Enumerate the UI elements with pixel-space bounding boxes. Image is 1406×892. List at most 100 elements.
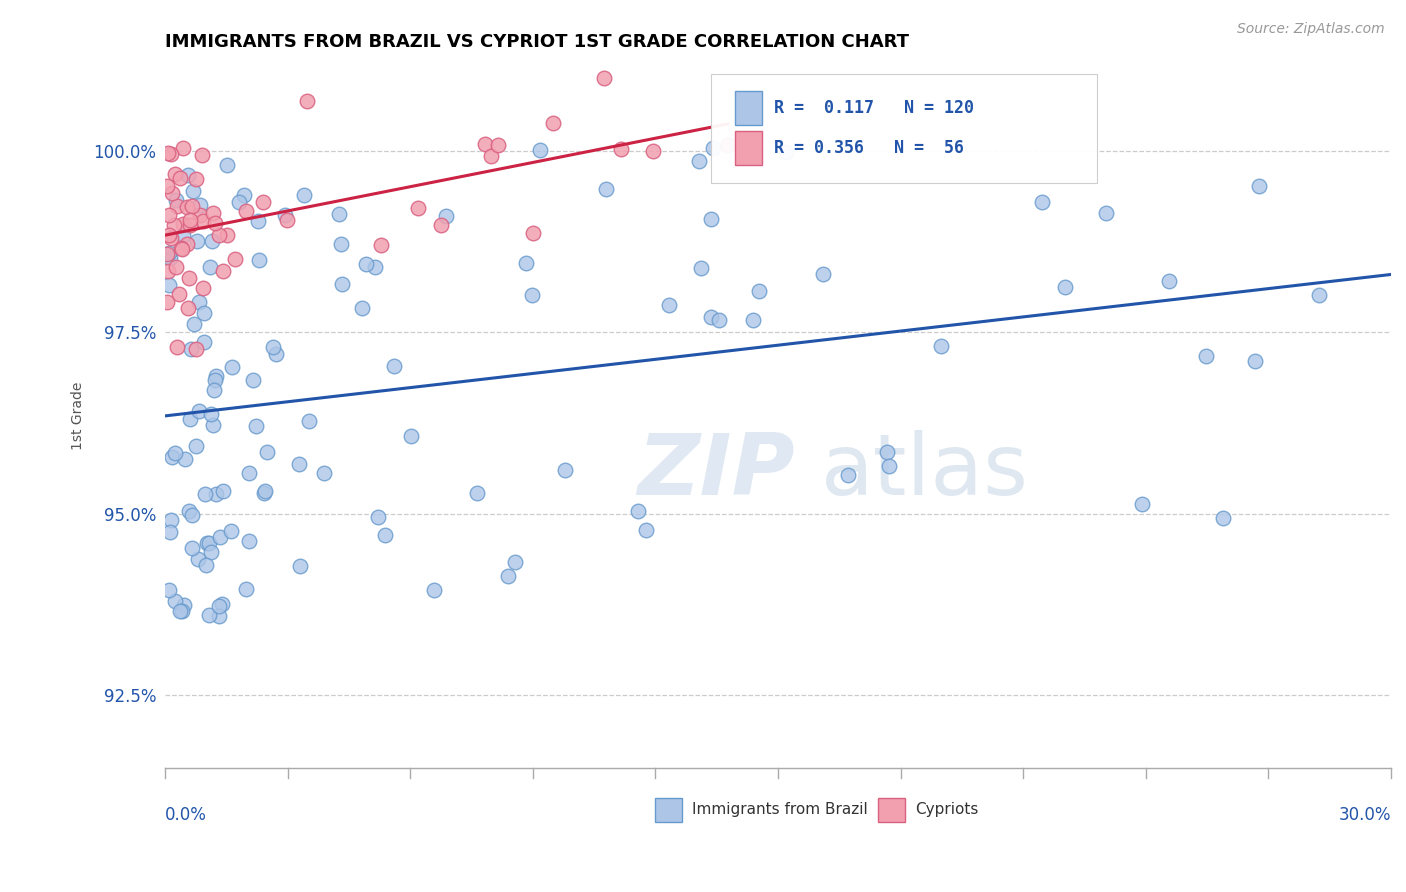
Point (186, 234, 208, 248)
Point (423, 582, 446, 597)
Point (775, 145, 797, 160)
Point (156, 145, 179, 160)
Point (193, 334, 215, 349)
Point (232, 187, 254, 202)
Point (157, 278, 180, 293)
Point (169, 171, 191, 186)
Text: R =  0.117   N = 120: R = 0.117 N = 120 (775, 99, 974, 117)
Point (699, 310, 721, 325)
Point (159, 251, 181, 265)
Point (350, 301, 373, 315)
Point (641, 145, 664, 159)
Point (195, 535, 218, 549)
Point (165, 446, 187, 460)
Point (201, 234, 224, 248)
Point (929, 339, 952, 353)
Point (228, 194, 250, 209)
Point (191, 281, 214, 295)
Point (165, 594, 187, 608)
Point (176, 236, 198, 251)
Point (709, 313, 731, 327)
Point (370, 237, 392, 252)
Point (1244, 354, 1267, 368)
Point (166, 198, 188, 212)
Point (474, 136, 496, 151)
Point (157, 227, 180, 242)
Point (224, 252, 246, 266)
Point (198, 260, 221, 275)
Point (198, 536, 221, 550)
Point (253, 486, 276, 500)
Point (179, 270, 201, 285)
Point (276, 213, 298, 227)
Point (522, 288, 544, 302)
Point (382, 359, 405, 373)
Point (541, 116, 564, 130)
Point (1195, 349, 1218, 363)
Point (157, 245, 180, 260)
Point (434, 209, 457, 223)
Text: 0.0%: 0.0% (165, 806, 207, 824)
Point (364, 260, 387, 275)
Point (200, 544, 222, 558)
Point (245, 419, 267, 434)
Point (1053, 279, 1076, 293)
Point (193, 306, 215, 320)
Point (172, 243, 194, 257)
Point (374, 528, 396, 542)
Point (219, 524, 242, 538)
Point (186, 172, 208, 186)
Point (179, 212, 201, 227)
Text: R = 0.356   N =  56: R = 0.356 N = 56 (775, 139, 965, 157)
Point (406, 202, 429, 216)
Point (191, 147, 214, 161)
Point (188, 208, 211, 222)
Point (191, 214, 214, 228)
Point (290, 559, 312, 574)
Point (180, 199, 202, 213)
Point (187, 552, 209, 566)
Point (167, 287, 190, 301)
Point (264, 346, 287, 360)
Point (1031, 195, 1053, 210)
Point (157, 208, 180, 222)
Point (176, 200, 198, 214)
Point (177, 169, 200, 183)
Y-axis label: 1st Grade: 1st Grade (72, 382, 86, 450)
Point (194, 486, 217, 500)
Point (253, 483, 276, 498)
Point (702, 141, 724, 155)
Point (166, 340, 188, 354)
Point (194, 558, 217, 573)
Point (249, 252, 271, 267)
Point (198, 608, 221, 623)
FancyBboxPatch shape (879, 798, 905, 822)
Point (188, 198, 211, 212)
Point (162, 186, 184, 200)
Point (465, 486, 488, 500)
Point (741, 312, 763, 326)
Point (262, 340, 284, 354)
Text: Cypriots: Cypriots (915, 802, 979, 817)
Point (183, 317, 205, 331)
Point (188, 295, 211, 310)
Point (179, 412, 201, 426)
Point (688, 154, 710, 169)
Point (515, 255, 537, 269)
Text: Immigrants from Brazil: Immigrants from Brazil (692, 802, 868, 817)
Point (156, 247, 179, 261)
Point (165, 260, 187, 275)
Point (159, 147, 181, 161)
Point (1095, 206, 1118, 220)
Point (595, 182, 617, 196)
Point (314, 467, 336, 481)
Point (876, 444, 898, 458)
Point (165, 193, 187, 207)
Point (238, 533, 260, 548)
Point (401, 429, 423, 443)
Point (156, 179, 179, 194)
Point (636, 523, 658, 537)
Point (496, 569, 519, 583)
Point (330, 236, 353, 251)
Text: Source: ZipAtlas.com: Source: ZipAtlas.com (1237, 22, 1385, 37)
